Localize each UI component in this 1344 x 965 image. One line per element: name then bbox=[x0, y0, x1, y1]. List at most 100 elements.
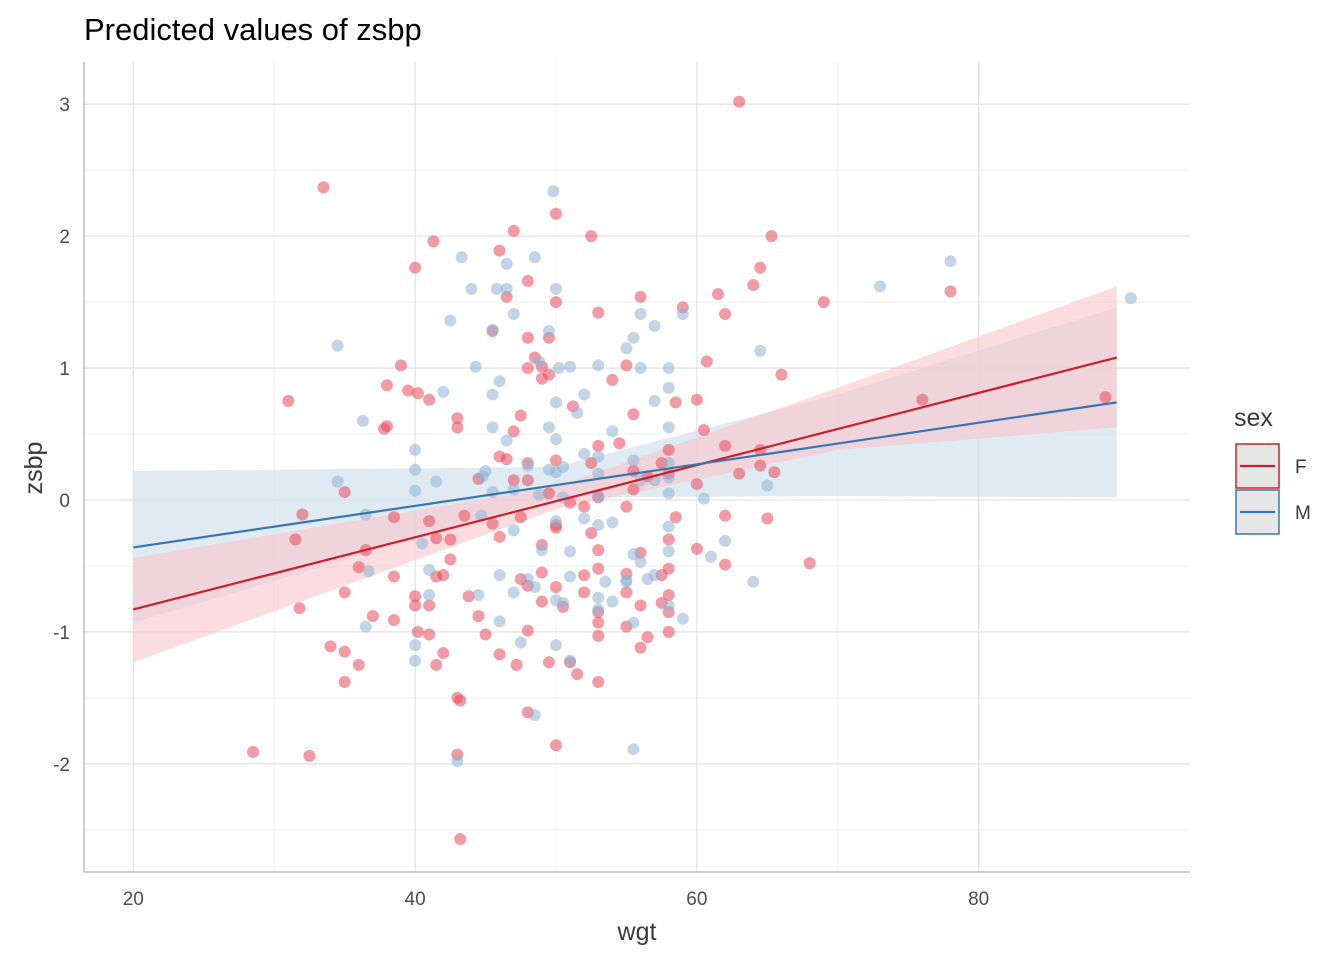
y-tick-label: 2 bbox=[59, 227, 70, 248]
point-M bbox=[627, 743, 639, 755]
point-M bbox=[508, 483, 520, 495]
point-F bbox=[571, 668, 583, 680]
point-M bbox=[416, 538, 428, 550]
point-F bbox=[578, 501, 590, 513]
point-F bbox=[472, 610, 484, 622]
point-M bbox=[550, 396, 562, 408]
point-F bbox=[754, 262, 766, 274]
point-M bbox=[456, 251, 468, 263]
point-F bbox=[550, 739, 562, 751]
point-M bbox=[663, 487, 675, 499]
point-M bbox=[529, 251, 541, 263]
point-M bbox=[677, 613, 689, 625]
point-F bbox=[733, 468, 745, 480]
point-M bbox=[508, 586, 520, 598]
point-M bbox=[409, 655, 421, 667]
point-F bbox=[691, 394, 703, 406]
point-M bbox=[592, 359, 604, 371]
point-F bbox=[395, 359, 407, 371]
point-F bbox=[522, 275, 534, 287]
y-axis-title: zsbp bbox=[20, 442, 48, 495]
point-F bbox=[550, 581, 562, 593]
point-F bbox=[522, 362, 534, 374]
point-M bbox=[515, 636, 527, 648]
point-F bbox=[754, 460, 766, 472]
point-F bbox=[318, 181, 330, 193]
point-F bbox=[698, 424, 710, 436]
point-M bbox=[332, 476, 344, 488]
point-M bbox=[409, 464, 421, 476]
point-M bbox=[564, 545, 576, 557]
y-tick-label: 1 bbox=[59, 359, 70, 380]
point-M bbox=[557, 597, 569, 609]
point-M bbox=[550, 515, 562, 527]
point-F bbox=[409, 262, 421, 274]
point-M bbox=[874, 280, 886, 292]
point-F bbox=[339, 486, 351, 498]
point-M bbox=[472, 589, 484, 601]
chart-title: Predicted values of zsbp bbox=[84, 12, 422, 47]
point-F bbox=[423, 515, 435, 527]
legend-item-M: M bbox=[1236, 490, 1311, 534]
point-F bbox=[761, 512, 773, 524]
point-M bbox=[487, 388, 499, 400]
point-F bbox=[480, 629, 492, 641]
point-M bbox=[663, 520, 675, 532]
point-M bbox=[599, 576, 611, 588]
point-F bbox=[423, 600, 435, 612]
point-F bbox=[378, 423, 390, 435]
point-F bbox=[508, 225, 520, 237]
point-M bbox=[501, 258, 513, 270]
point-M bbox=[663, 362, 675, 374]
legend-label-M: M bbox=[1295, 503, 1311, 524]
point-M bbox=[487, 324, 499, 336]
point-M bbox=[550, 283, 562, 295]
point-M bbox=[627, 617, 639, 629]
point-F bbox=[944, 286, 956, 298]
point-F bbox=[367, 610, 379, 622]
point-F bbox=[522, 625, 534, 637]
point-F bbox=[606, 374, 618, 386]
point-F bbox=[719, 308, 731, 320]
point-M bbox=[470, 361, 482, 373]
point-M bbox=[409, 485, 421, 497]
point-M bbox=[564, 655, 576, 667]
x-tick-label: 20 bbox=[123, 889, 144, 910]
point-F bbox=[511, 659, 523, 671]
legend: sex FM bbox=[1234, 404, 1311, 534]
point-M bbox=[578, 388, 590, 400]
point-M bbox=[437, 386, 449, 398]
point-F bbox=[444, 534, 456, 546]
point-M bbox=[444, 315, 456, 327]
point-F bbox=[719, 510, 731, 522]
point-F bbox=[388, 614, 400, 626]
point-M bbox=[557, 461, 569, 473]
point-M bbox=[508, 524, 520, 536]
point-F bbox=[620, 586, 632, 598]
point-F bbox=[381, 379, 393, 391]
point-M bbox=[501, 283, 513, 295]
legend-item-F: F bbox=[1236, 444, 1307, 488]
point-M bbox=[663, 382, 675, 394]
point-F bbox=[804, 557, 816, 569]
point-F bbox=[409, 600, 421, 612]
point-F bbox=[451, 421, 463, 433]
point-F bbox=[454, 833, 466, 845]
point-M bbox=[477, 470, 489, 482]
point-F bbox=[444, 553, 456, 565]
legend-label-F: F bbox=[1295, 457, 1307, 478]
point-M bbox=[357, 415, 369, 427]
point-M bbox=[1125, 292, 1137, 304]
point-F bbox=[427, 235, 439, 247]
point-M bbox=[627, 454, 639, 466]
point-M bbox=[578, 448, 590, 460]
point-F bbox=[1099, 391, 1111, 403]
point-M bbox=[550, 639, 562, 651]
point-F bbox=[412, 626, 424, 638]
point-M bbox=[533, 489, 545, 501]
point-F bbox=[635, 291, 647, 303]
point-F bbox=[458, 510, 470, 522]
point-M bbox=[627, 332, 639, 344]
point-M bbox=[547, 185, 559, 197]
